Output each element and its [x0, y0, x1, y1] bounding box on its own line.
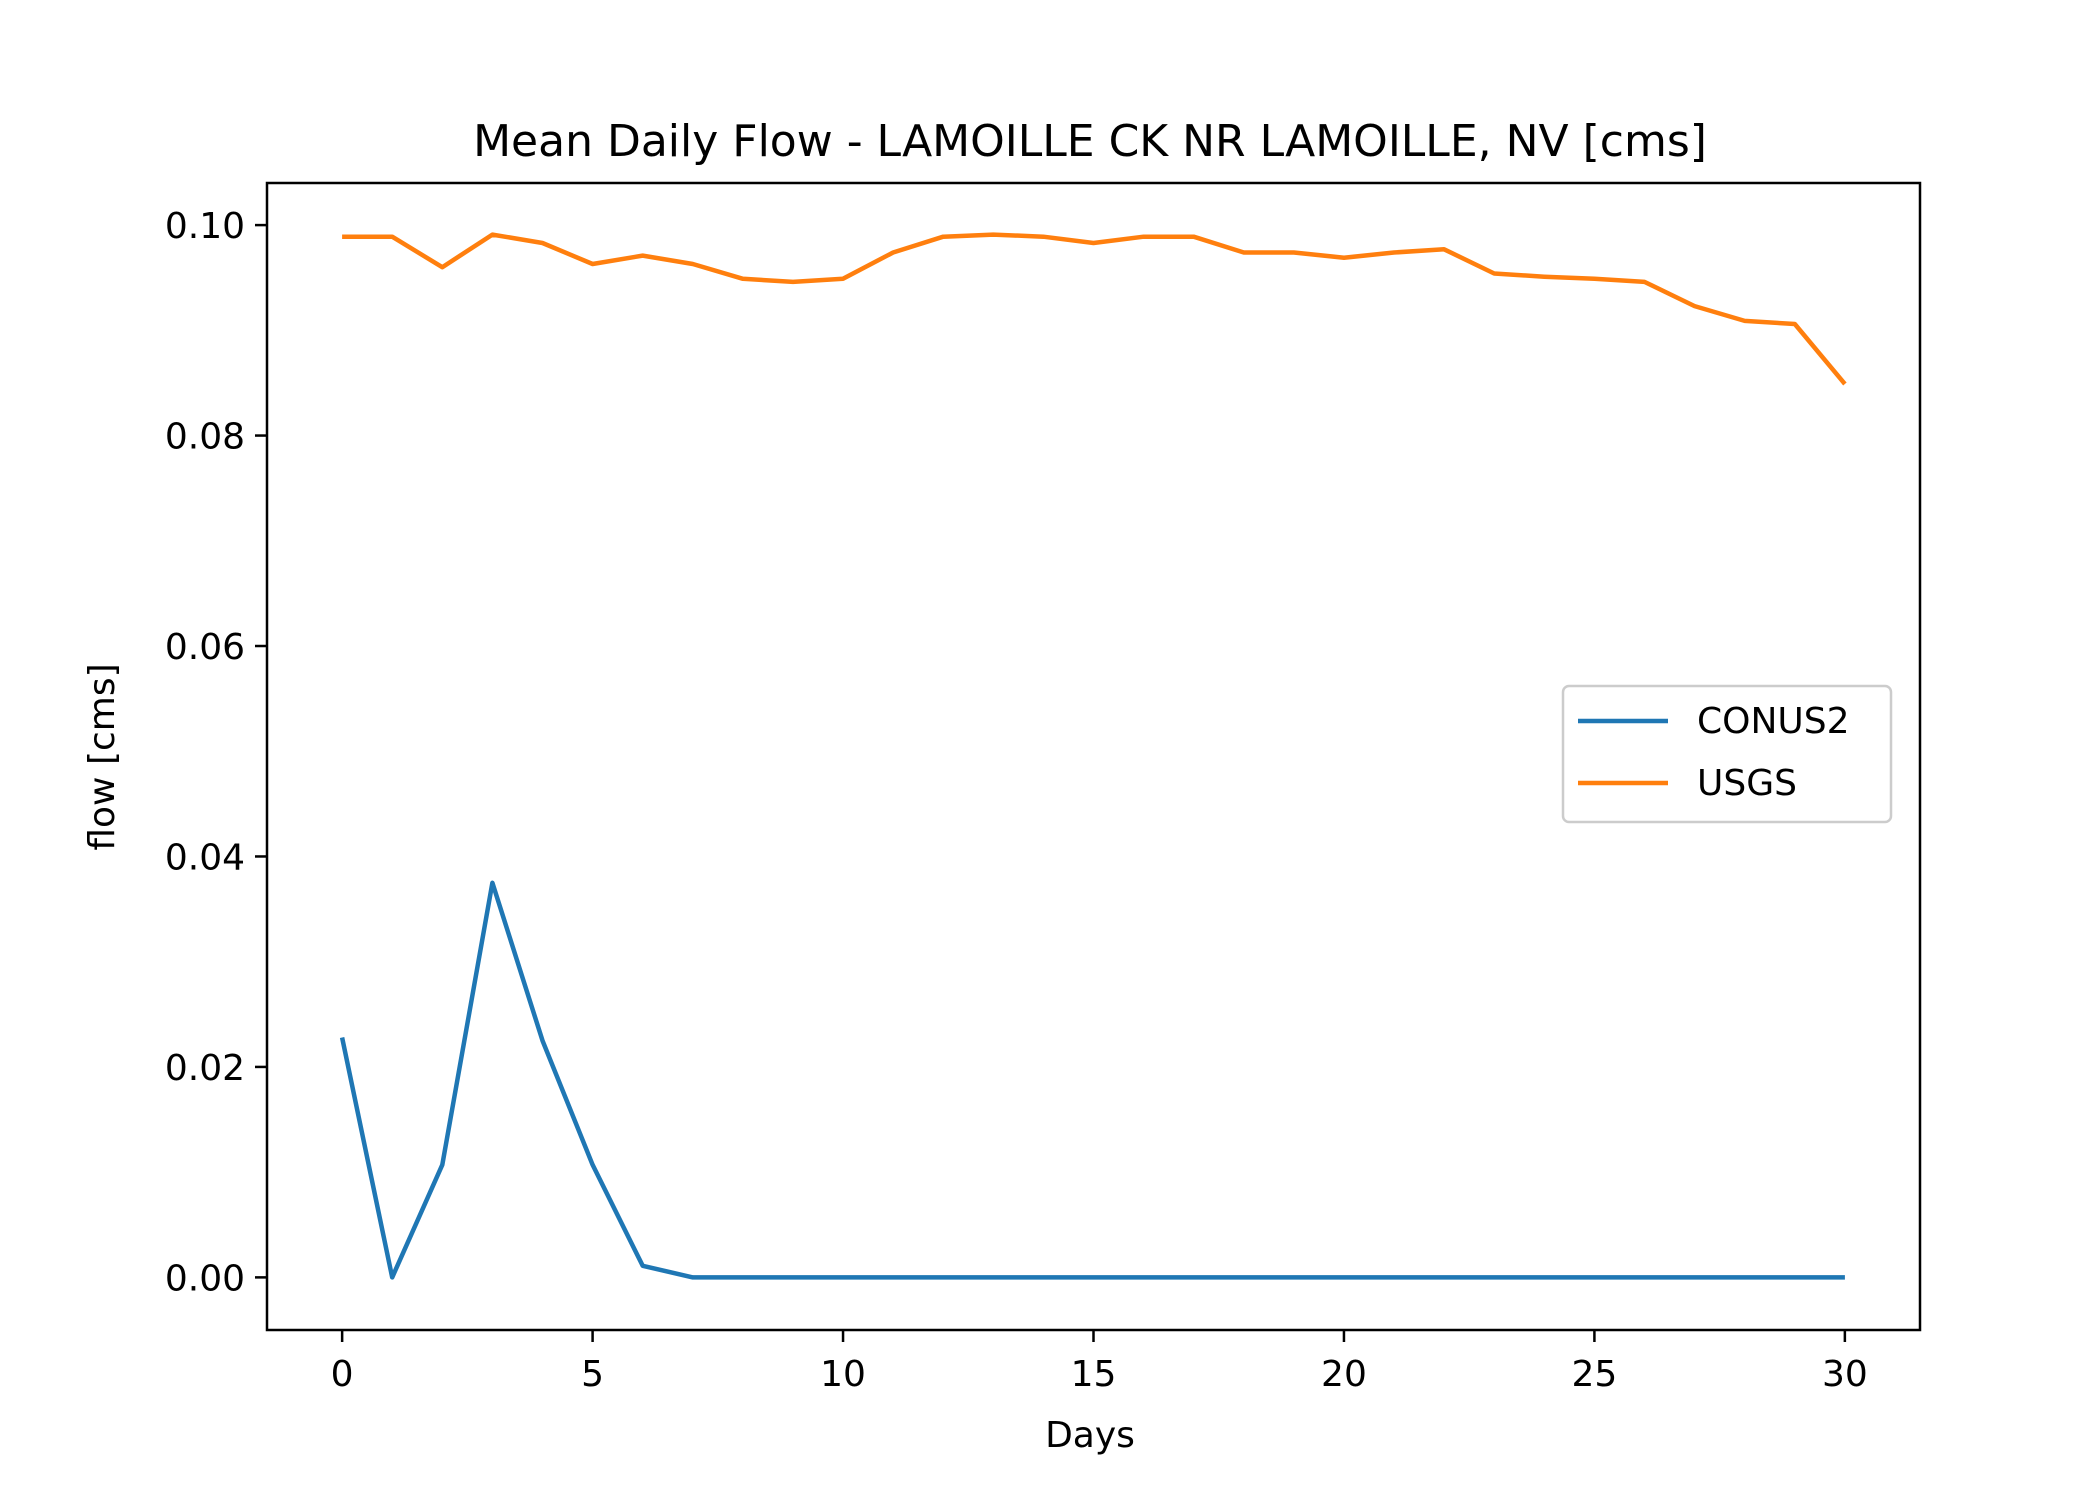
x-tick-label: 5 — [581, 1354, 604, 1395]
x-tick-label: 0 — [331, 1354, 354, 1395]
x-tick-label: 10 — [820, 1354, 866, 1395]
legend-label-usgs: USGS — [1697, 763, 1797, 804]
x-tick-label: 30 — [1822, 1354, 1868, 1395]
x-tick-label: 25 — [1572, 1354, 1618, 1395]
y-tick-label: 0.00 — [165, 1258, 245, 1299]
x-tick-label: 20 — [1321, 1354, 1367, 1395]
plot-lines — [339, 232, 1847, 1280]
series-line-conus2 — [339, 880, 1845, 1280]
y-tick-label: 0.06 — [165, 627, 245, 668]
y-tick-label: 0.04 — [165, 837, 245, 878]
y-axis-label: flow [cms] — [82, 663, 123, 850]
series-line-usgs — [342, 232, 1847, 386]
legend: CONUS2 USGS — [1561, 684, 1893, 824]
x-axis-label: Days — [1045, 1415, 1135, 1456]
y-axis: 0.00 0.02 0.04 0.06 0.08 0.10 — [165, 206, 267, 1299]
chart-title: Mean Daily Flow - LAMOILLE CK NR LAMOILL… — [473, 116, 1707, 167]
y-tick-label: 0.10 — [165, 206, 245, 247]
y-tick-label: 0.02 — [165, 1048, 245, 1089]
y-tick-label: 0.08 — [165, 417, 245, 458]
x-axis: 0 5 10 15 20 25 30 — [331, 1330, 1868, 1395]
legend-label-conus2: CONUS2 — [1697, 701, 1850, 742]
x-tick-label: 15 — [1071, 1354, 1117, 1395]
